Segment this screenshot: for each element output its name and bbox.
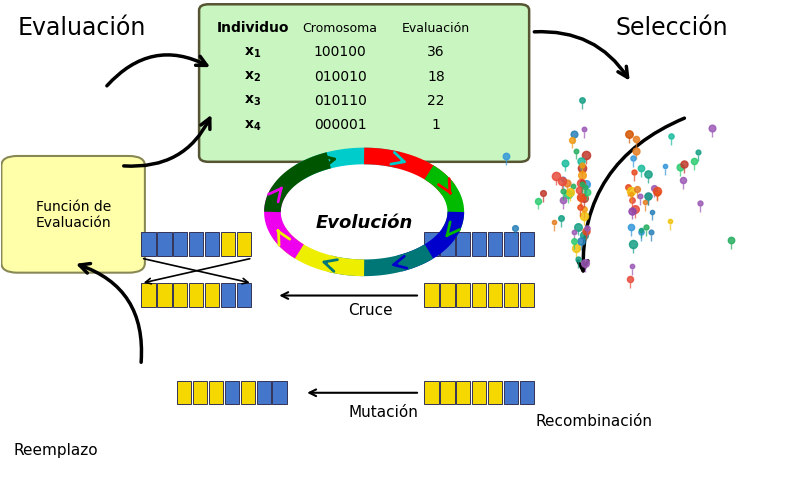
FancyBboxPatch shape <box>456 381 470 404</box>
FancyBboxPatch shape <box>141 233 155 256</box>
FancyBboxPatch shape <box>456 284 470 307</box>
Text: 22: 22 <box>427 94 445 108</box>
FancyBboxPatch shape <box>157 233 171 256</box>
FancyBboxPatch shape <box>519 233 534 256</box>
Text: Evaluación: Evaluación <box>402 21 470 35</box>
Text: Mutación: Mutación <box>348 404 418 419</box>
FancyBboxPatch shape <box>237 284 251 307</box>
Text: Individuo: Individuo <box>216 21 289 35</box>
FancyBboxPatch shape <box>472 233 486 256</box>
FancyBboxPatch shape <box>440 381 454 404</box>
FancyBboxPatch shape <box>472 381 486 404</box>
FancyBboxPatch shape <box>424 284 438 307</box>
FancyBboxPatch shape <box>472 284 486 307</box>
Text: 010110: 010110 <box>314 94 366 108</box>
FancyBboxPatch shape <box>504 284 518 307</box>
FancyBboxPatch shape <box>177 381 191 404</box>
FancyBboxPatch shape <box>225 381 239 404</box>
Text: 000001: 000001 <box>314 118 366 132</box>
Text: 010010: 010010 <box>314 70 366 83</box>
Circle shape <box>311 180 418 245</box>
FancyBboxPatch shape <box>141 284 155 307</box>
FancyBboxPatch shape <box>205 284 219 307</box>
FancyBboxPatch shape <box>221 284 235 307</box>
Text: $\mathbf{x_2}$: $\mathbf{x_2}$ <box>244 69 261 84</box>
Text: Evolución: Evolución <box>315 213 413 231</box>
FancyBboxPatch shape <box>504 381 518 404</box>
FancyBboxPatch shape <box>488 233 502 256</box>
Text: 36: 36 <box>427 45 445 60</box>
Text: Evaluación: Evaluación <box>18 16 146 40</box>
FancyBboxPatch shape <box>237 233 251 256</box>
Text: Cromosoma: Cromosoma <box>302 21 378 35</box>
FancyBboxPatch shape <box>440 284 454 307</box>
FancyBboxPatch shape <box>273 381 287 404</box>
FancyBboxPatch shape <box>189 233 203 256</box>
Text: Cruce: Cruce <box>348 302 393 317</box>
FancyBboxPatch shape <box>157 284 171 307</box>
FancyBboxPatch shape <box>440 233 454 256</box>
FancyBboxPatch shape <box>488 284 502 307</box>
FancyBboxPatch shape <box>257 381 271 404</box>
FancyBboxPatch shape <box>199 5 529 163</box>
FancyBboxPatch shape <box>424 381 438 404</box>
FancyBboxPatch shape <box>241 381 255 404</box>
Text: $\mathbf{x_1}$: $\mathbf{x_1}$ <box>244 45 261 60</box>
FancyBboxPatch shape <box>193 381 207 404</box>
FancyBboxPatch shape <box>209 381 223 404</box>
FancyBboxPatch shape <box>424 233 438 256</box>
FancyBboxPatch shape <box>189 284 203 307</box>
Text: Recombinación: Recombinación <box>535 413 653 428</box>
FancyBboxPatch shape <box>519 381 534 404</box>
FancyBboxPatch shape <box>173 233 187 256</box>
FancyBboxPatch shape <box>456 233 470 256</box>
Text: $\mathbf{x_4}$: $\mathbf{x_4}$ <box>244 118 262 132</box>
Text: 1: 1 <box>431 118 440 132</box>
FancyBboxPatch shape <box>504 233 518 256</box>
Text: $\mathbf{x_3}$: $\mathbf{x_3}$ <box>244 94 261 108</box>
Text: Función de
Evaluación: Función de Evaluación <box>35 200 111 230</box>
Text: Selección: Selección <box>615 16 728 40</box>
FancyBboxPatch shape <box>173 284 187 307</box>
Text: 18: 18 <box>427 70 445 83</box>
FancyBboxPatch shape <box>519 284 534 307</box>
FancyBboxPatch shape <box>488 381 502 404</box>
Text: 100100: 100100 <box>314 45 366 60</box>
FancyBboxPatch shape <box>205 233 219 256</box>
FancyBboxPatch shape <box>221 233 235 256</box>
FancyBboxPatch shape <box>2 157 145 273</box>
Text: Reemplazo: Reemplazo <box>14 443 98 458</box>
